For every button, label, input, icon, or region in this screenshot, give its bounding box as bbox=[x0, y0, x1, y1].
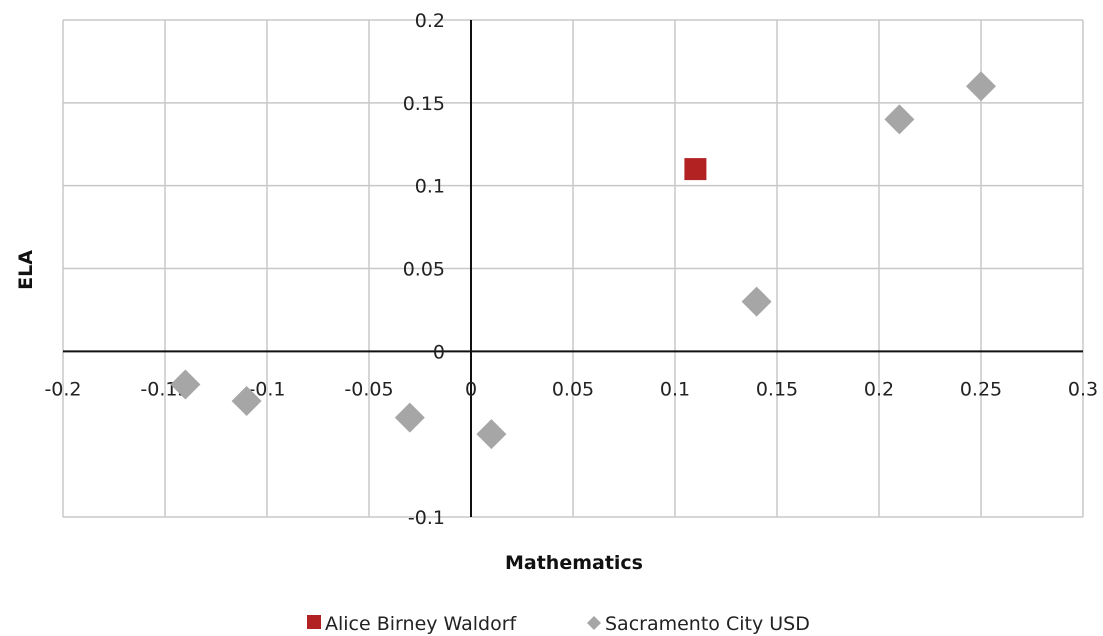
x-tick-label: 0.15 bbox=[756, 378, 798, 400]
x-tick-label: -0.2 bbox=[44, 378, 81, 400]
y-tick-label: -0.1 bbox=[408, 507, 445, 529]
legend-swatch-sacramento-city-usd bbox=[587, 616, 601, 630]
data-points bbox=[170, 71, 996, 450]
x-tick-label: 0.05 bbox=[552, 378, 594, 400]
y-axis-title: ELA bbox=[15, 250, 37, 290]
point-sacramento-city-usd bbox=[966, 71, 996, 102]
y-tick-label: 0 bbox=[433, 341, 445, 363]
y-tick-label: 0.15 bbox=[403, 93, 445, 115]
tick-labels: -0.2 -0.15 -0.1 -0.05 0 0.05 0.1 0.15 0.2 0.25 0.3… bbox=[44, 10, 1098, 529]
y-tick-label: 0.05 bbox=[403, 259, 445, 281]
x-tick-label: 0 bbox=[465, 378, 477, 400]
point-sacramento-city-usd bbox=[170, 369, 201, 400]
point-sacramento-city-usd bbox=[884, 104, 915, 135]
point-sacramento-city-usd bbox=[394, 402, 425, 433]
x-tick-label: -0.1 bbox=[248, 378, 285, 400]
x-tick-label: 0.3 bbox=[1068, 378, 1098, 400]
point-sacramento-city-usd bbox=[741, 286, 772, 317]
gridlines bbox=[62, 19, 1084, 518]
y-tick-label: 0.2 bbox=[415, 10, 445, 32]
legend: Alice Birney Waldorf Sacramento City USD bbox=[307, 613, 810, 635]
x-tick-label: 0.25 bbox=[960, 378, 1002, 400]
x-tick-label: 0.1 bbox=[660, 378, 690, 400]
x-tick-label: 0.2 bbox=[864, 378, 894, 400]
legend-label-sacramento-city-usd: Sacramento City USD bbox=[605, 613, 810, 635]
x-axis-title: Mathematics bbox=[505, 552, 643, 574]
point-sacramento-city-usd bbox=[476, 419, 507, 450]
axes bbox=[63, 20, 1083, 517]
legend-label-alice-birney-waldorf: Alice Birney Waldorf bbox=[325, 613, 518, 635]
legend-swatch-alice-birney-waldorf bbox=[307, 615, 321, 629]
x-tick-label: -0.05 bbox=[344, 378, 393, 400]
point-alice-birney-waldorf bbox=[684, 158, 707, 181]
point-sacramento-city-usd bbox=[231, 386, 262, 417]
y-tick-label: 0.1 bbox=[415, 176, 445, 198]
